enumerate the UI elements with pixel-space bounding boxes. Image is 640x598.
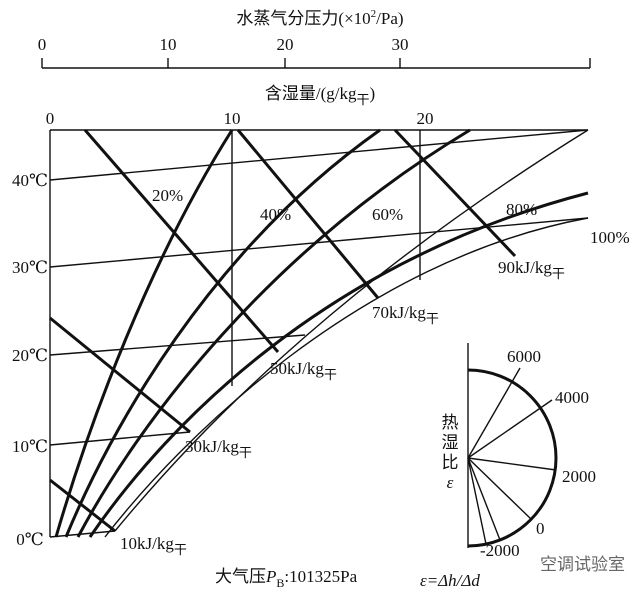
tick-label: 10 <box>224 109 241 128</box>
enthalpy-label: 30kJ/kg干 <box>185 437 252 460</box>
ratio-formula: ε=Δh/Δd <box>420 571 480 590</box>
temperature-label: 40℃ <box>12 171 48 190</box>
label-sub: 干 <box>426 311 439 326</box>
ratio-protractor <box>467 343 558 548</box>
ratio-title: 热 <box>442 413 459 432</box>
label-sub: 干 <box>239 445 252 460</box>
label-part: 10kJ/kg <box>120 534 174 553</box>
humidity-label: 60% <box>372 205 403 224</box>
ratio-tick: 6000 <box>507 347 541 366</box>
ratio-title: 比 <box>442 453 459 472</box>
tick-label: 30 <box>392 35 409 54</box>
label-part: 70kJ/kg <box>372 303 426 322</box>
note-part: 大气压 <box>215 567 266 586</box>
label-part: 90kJ/kg <box>498 258 552 277</box>
pressure-note: 大气压PB:101325Pa <box>215 567 358 590</box>
title-part: 水蒸气分压力(×10 <box>236 9 370 28</box>
enthalpy-label: 90kJ/kg干 <box>498 258 565 281</box>
humidity-label: 100% <box>590 228 630 247</box>
ratio-title: ε <box>447 473 454 492</box>
tick-label: 20 <box>277 35 294 54</box>
title-part: 含湿量/(g/kg <box>265 84 357 103</box>
temperature-label: 30℃ <box>12 258 48 277</box>
tick-label: 0 <box>46 109 55 128</box>
chart-lines <box>49 128 589 538</box>
temperature-label: 20℃ <box>12 346 48 365</box>
title-part: ) <box>369 84 375 103</box>
note-sub: B <box>276 576 284 590</box>
watermark: 空调试验室 <box>540 555 625 575</box>
label-sub: 干 <box>552 266 565 281</box>
tick-label: 20 <box>417 109 434 128</box>
ratio-tick: 0 <box>536 519 545 538</box>
humidity-label: 40% <box>260 205 291 224</box>
ratio-title: 湿 <box>442 433 459 452</box>
temperature-label: 10℃ <box>12 437 48 456</box>
note-part: :101325Pa <box>284 567 357 586</box>
title-sub: 干 <box>356 92 369 107</box>
title-part: /Pa) <box>376 9 403 28</box>
tick-label: 10 <box>160 35 177 54</box>
enthalpy-label: 50kJ/kg干 <box>270 359 337 382</box>
note-symbol: P <box>265 567 276 586</box>
title-sup: 2 <box>371 8 377 20</box>
ratio-tick: -2000 <box>480 541 520 560</box>
label-part: 50kJ/kg <box>270 359 324 378</box>
temperature-label: 0℃ <box>16 530 44 549</box>
pressure-axis-title: 水蒸气分压力(×102/Pa) <box>236 8 403 28</box>
ratio-tick: 2000 <box>562 467 596 486</box>
ratio-tick: 4000 <box>555 388 589 407</box>
humidity-label: 20% <box>152 186 183 205</box>
humidity-label: 80% <box>506 200 537 219</box>
enthalpy-label: 70kJ/kg干 <box>372 303 439 326</box>
pressure-ticks <box>41 58 591 68</box>
tick-label: 0 <box>38 35 47 54</box>
label-part: 30kJ/kg <box>185 437 239 456</box>
enthalpy-label: 10kJ/kg干 <box>120 534 187 557</box>
label-sub: 干 <box>174 542 187 557</box>
moisture-axis-title: 含湿量/(g/kg干) <box>265 84 375 107</box>
label-sub: 干 <box>324 367 337 382</box>
